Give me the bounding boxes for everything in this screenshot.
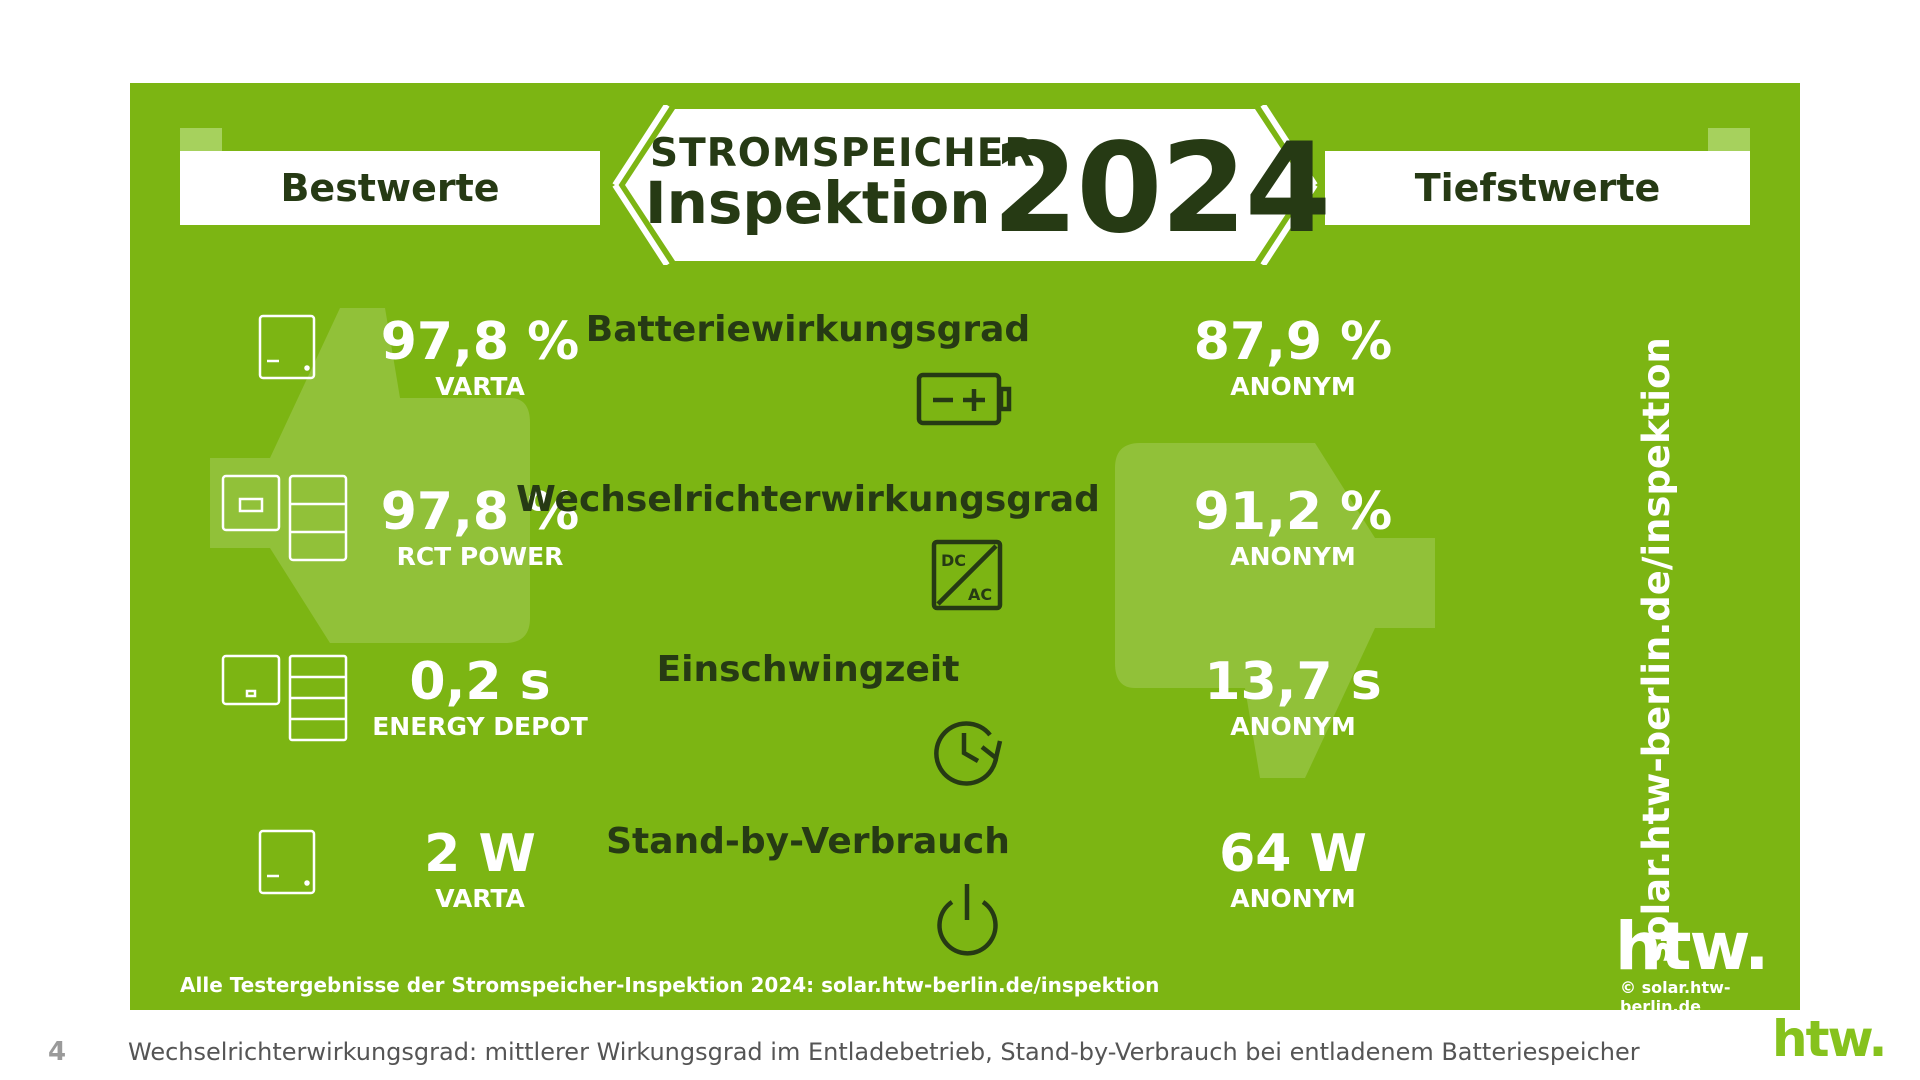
title-line2: Inspektion [645,169,991,237]
best-value-3: 0,2 s ENERGY DEPOT [372,652,588,741]
title-line1: STROMSPEICHER [650,131,1036,176]
inverter-with-stack-icon [221,474,348,562]
page-number: 4 [48,1037,67,1067]
worst-value-2: 91,2 % ANONYM [1193,482,1393,571]
best-values-banner: Bestwerte [180,151,600,225]
category-label-2: Wechselrichterwirkungsgrad [516,479,1100,520]
single-cabinet-icon [258,829,316,895]
infographic-panel: Bestwerte Tiefstwerte STROMSPEICHER Insp… [130,83,1800,1010]
best-value-2: 97,8 % RCT POWER [380,482,580,571]
inverter-with-modules-icon [221,654,348,742]
worst-values-banner: Tiefstwerte [1325,151,1750,225]
footer-note: Alle Testergebnisse der Stromspeicher-In… [180,973,1160,997]
clock-refresh-icon [934,721,1003,786]
htw-logo: htw. [1615,908,1769,985]
single-cabinet-icon [258,314,316,380]
title-badge [612,105,1318,265]
category-label-1: Batteriewirkungsgrad [585,309,1031,350]
dc-ac-converter-icon: DC AC [931,539,1003,611]
worst-value-3: 13,7 s ANONYM [1204,652,1382,741]
svg-text:AC: AC [968,585,992,604]
title-year: 2024 [992,117,1331,261]
power-icon [937,884,998,956]
copyright: © solar.htw-berlin.de [1620,978,1731,1010]
category-label-3: Einschwingzeit [656,649,960,690]
thumbs-down-icon [1115,443,1435,778]
best-value-1: 97,8 % VARTA [380,312,580,401]
side-url: solar.htw-berlin.de/inspektion [1635,337,1678,963]
slide-caption: Wechselrichterwirkungsgrad: mittlerer Wi… [128,1038,1640,1066]
best-value-4: 2 W VARTA [424,824,536,913]
worst-value-4: 64 W ANONYM [1219,824,1367,913]
battery-icon [916,372,1012,426]
category-label-4: Stand-by-Verbrauch [606,821,1010,862]
worst-value-1: 87,9 % ANONYM [1193,312,1393,401]
htw-corner-logo: htw. [1772,1010,1887,1068]
svg-text:DC: DC [941,551,966,570]
